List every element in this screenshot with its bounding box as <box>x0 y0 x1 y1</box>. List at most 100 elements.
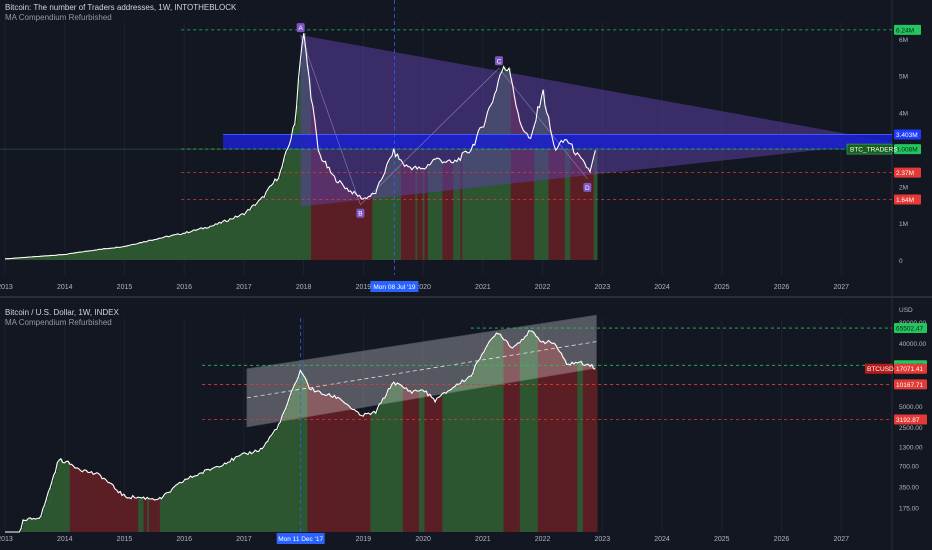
traders-bar <box>462 153 465 260</box>
x-tick-top: 2026 <box>774 284 790 291</box>
level-price-label-bg <box>894 24 921 35</box>
price-bar <box>77 467 80 532</box>
traders-bar <box>51 255 54 260</box>
pattern-point-label: A <box>298 25 303 32</box>
price-bar <box>179 482 182 532</box>
price-bar <box>60 458 63 532</box>
level-price-label-bg <box>894 129 921 140</box>
price-bar <box>345 403 348 532</box>
price-bar <box>132 495 135 532</box>
price-bar <box>528 330 531 532</box>
x-tick-bottom: 2020 <box>415 536 431 543</box>
price-bar <box>118 492 121 532</box>
traders-bar <box>561 140 564 260</box>
traders-bar <box>77 252 80 260</box>
price-bar <box>429 394 432 532</box>
price-bar <box>269 437 272 532</box>
traders-bar <box>334 176 337 260</box>
traders-bar <box>156 239 159 260</box>
price-bar <box>253 452 256 532</box>
price-bar <box>273 432 276 532</box>
price-bar <box>149 498 152 532</box>
y-tick-top: 1M <box>899 221 908 228</box>
price-bar <box>282 415 285 532</box>
traders-bar <box>557 147 560 260</box>
x-tick-bottom: 2014 <box>57 536 73 543</box>
x-tick-top: 2019 <box>356 284 372 291</box>
pattern-point-label: D <box>585 185 590 192</box>
traders-bar <box>167 236 170 260</box>
traders-bar <box>280 171 283 260</box>
traders-bar <box>417 169 420 260</box>
traders-bar <box>96 250 99 260</box>
traders-bar <box>584 162 587 260</box>
price-bar <box>136 498 139 532</box>
pattern-point-label: B <box>358 211 362 218</box>
price-bar <box>561 353 564 532</box>
traders-bar <box>453 162 456 260</box>
traders-bar <box>95 250 98 260</box>
price-bar <box>395 385 398 532</box>
traders-bar <box>102 249 105 260</box>
traders-bar <box>527 133 530 260</box>
price-bar <box>519 342 522 532</box>
price-bar <box>386 394 389 532</box>
price-bar <box>514 346 517 532</box>
x-tick-top: 2018 <box>296 284 312 291</box>
price-bar <box>408 391 411 532</box>
top-panel-indicator[interactable]: MA Compendium Refurbished <box>5 13 112 22</box>
traders-bar <box>296 105 299 261</box>
traders-bar <box>575 154 578 260</box>
price-bar <box>195 475 198 532</box>
price-bar <box>397 383 400 532</box>
traders-bar <box>555 150 558 260</box>
price-bar <box>305 378 308 532</box>
traders-bar <box>68 253 71 260</box>
traders-bar <box>86 251 89 260</box>
price-bar <box>48 492 51 532</box>
price-bar <box>210 470 213 532</box>
pattern-point-label-bg <box>356 208 365 218</box>
level-price-label-bg <box>894 363 927 374</box>
traders-bar <box>435 159 438 260</box>
traders-bar <box>253 204 256 260</box>
traders-bar <box>230 218 233 260</box>
traders-bar <box>325 161 328 260</box>
traders-bar <box>352 193 355 260</box>
bottom-panel-header[interactable]: Bitcoin / U.S. Dollar, 1W, INDEX MA Comp… <box>5 308 119 328</box>
x-tick-bottom: 2023 <box>595 536 611 543</box>
traders-bar <box>318 150 321 260</box>
price-bar <box>406 388 409 532</box>
y-tick-bottom: 2500.00 <box>899 425 923 432</box>
top-panel-header[interactable]: Bitcoin: The number of Traders addresses… <box>5 3 236 23</box>
traders-bar <box>239 215 242 260</box>
btc-price-line <box>5 330 596 533</box>
price-bar <box>516 344 519 532</box>
level-price-label-bg <box>894 144 921 155</box>
traders-bar <box>116 247 119 260</box>
traders-bar <box>359 195 362 260</box>
price-bar <box>289 397 292 532</box>
traders-bar <box>377 186 380 260</box>
price-bar <box>197 475 200 532</box>
price-bar <box>433 398 436 532</box>
traders-bar <box>118 247 121 260</box>
price-bar <box>262 448 265 532</box>
traders-bar <box>357 196 360 260</box>
traders-bar <box>366 198 369 260</box>
bottom-panel-indicator[interactable]: MA Compendium Refurbished <box>5 318 112 327</box>
traders-bar <box>192 231 195 260</box>
price-bar <box>557 348 560 532</box>
regression-channel <box>246 314 597 428</box>
price-bar <box>183 481 186 532</box>
pattern-overlays <box>223 0 893 532</box>
price-bar <box>473 372 476 532</box>
traders-bar <box>275 178 278 260</box>
price-bar <box>125 496 128 532</box>
traders-bar <box>458 158 461 260</box>
traders-bar <box>516 106 519 261</box>
price-bar <box>352 409 355 532</box>
series-tag-bg <box>865 363 893 374</box>
traders-bar <box>73 253 76 260</box>
